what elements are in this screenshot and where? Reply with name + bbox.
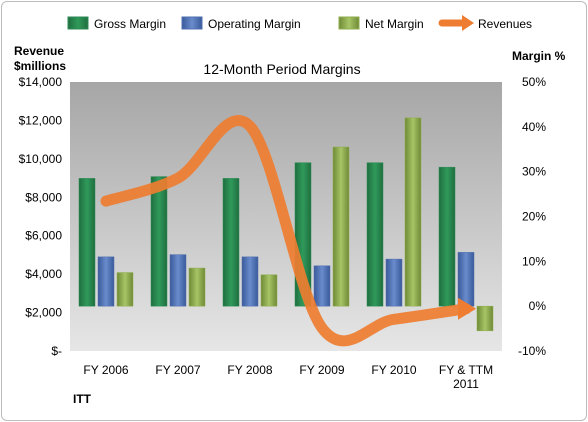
right-tick-label: 0% xyxy=(529,299,547,313)
operating-margin-bar xyxy=(385,258,403,307)
category-label: FY 2007 xyxy=(155,363,200,377)
revenues-line xyxy=(100,115,472,347)
category-label: FY 2008 xyxy=(227,363,272,377)
revenues-arrowhead xyxy=(458,297,476,320)
right-tick-label: 20% xyxy=(522,210,546,224)
left-tick-label: $8,000 xyxy=(25,190,62,204)
left-tick-label: $4,000 xyxy=(25,267,62,281)
legend-label: Revenues xyxy=(478,17,532,31)
company-label: ITT xyxy=(73,392,92,406)
net-margin-bar xyxy=(116,272,134,307)
operating-margin-bar xyxy=(241,256,259,307)
chart-title: 12-Month Period Margins xyxy=(203,61,360,77)
gross-margin-bar xyxy=(222,178,240,307)
operating-margin-bar xyxy=(313,265,331,307)
right-tick-label: 10% xyxy=(522,254,546,268)
category-label: FY 2006 xyxy=(83,363,128,377)
legend-swatch xyxy=(67,16,89,30)
left-axis-label-line1: Revenue xyxy=(14,44,64,58)
gross-margin-bar xyxy=(150,176,168,307)
legend: Gross Margin Operating Margin Net Margin Re… xyxy=(67,15,532,31)
left-tick-label: $10,000 xyxy=(19,152,63,166)
legend-swatch xyxy=(181,16,203,30)
operating-margin-bar xyxy=(169,254,187,307)
legend-label: Gross Margin xyxy=(94,17,166,31)
legend-label: Net Margin xyxy=(365,17,424,31)
left-axis-label-line2: $millions xyxy=(14,59,66,73)
revenue-line xyxy=(100,115,476,347)
legend-label: Operating Margin xyxy=(208,17,301,31)
net-margin-bar xyxy=(332,146,350,307)
category-label: FY & TTM 2011 xyxy=(439,363,493,391)
legend-arrowhead xyxy=(462,15,474,31)
gross-margin-bar xyxy=(438,166,456,307)
operating-margin-bar xyxy=(97,256,115,307)
net-margin-bar xyxy=(188,267,206,307)
right-tick-label: 50% xyxy=(522,75,546,89)
bars xyxy=(78,117,494,332)
right-tick-label: 30% xyxy=(522,165,546,179)
right-axis-label: Margin % xyxy=(512,49,566,63)
left-tick-label: $2,000 xyxy=(25,306,62,320)
right-tick-label: -10% xyxy=(518,344,546,358)
gross-margin-bar xyxy=(78,178,96,307)
net-margin-bar xyxy=(476,305,494,332)
category-labels: FY 2006 FY 2007 FY 2008 FY 2009 FY 2010 FY & … xyxy=(83,363,493,391)
left-tick-label: $14,000 xyxy=(19,75,63,89)
net-margin-bar xyxy=(260,274,278,307)
left-tick-label: $12,000 xyxy=(19,113,63,127)
net-margin-bar xyxy=(404,117,422,307)
category-label: FY 2010 xyxy=(371,363,416,377)
legend-swatch xyxy=(338,16,360,30)
category-label: FY 2009 xyxy=(299,363,344,377)
right-axis-ticks: -10% 0% 10% 20% 30% 40% 50% xyxy=(518,75,546,358)
gross-margin-bar xyxy=(366,162,384,307)
left-tick-label: $6,000 xyxy=(25,229,62,243)
operating-margin-bar xyxy=(457,252,475,307)
left-axis-ticks: $- $2,000 $4,000 $6,000 $8,000 $10,000 $12,000… xyxy=(19,75,63,358)
right-tick-label: 40% xyxy=(522,120,546,134)
left-tick-label: $- xyxy=(51,344,62,358)
